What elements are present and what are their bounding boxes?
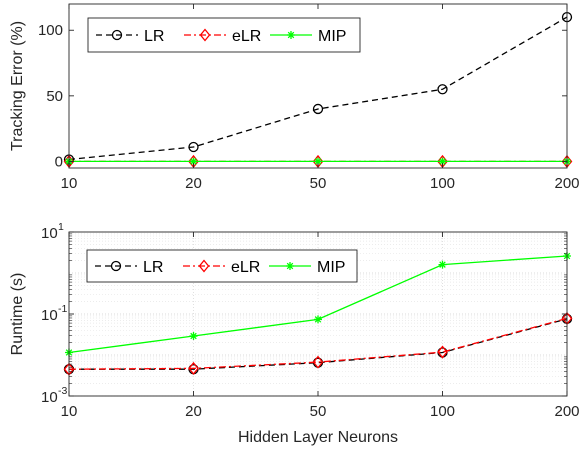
legend-item-lr: LR (96, 28, 164, 45)
x-tick-label: 10 (61, 175, 78, 192)
legend-marker (110, 260, 122, 272)
legend-marker (199, 28, 211, 42)
legend-marker (286, 262, 294, 270)
data-point-mip (189, 157, 198, 166)
y-tick-base: 10 (41, 225, 58, 242)
x-tick-label: 10 (61, 403, 78, 420)
legend-label: LR (143, 259, 163, 276)
x-tick-label: 50 (310, 175, 327, 192)
data-point-lr (437, 84, 448, 95)
legend-item-elr: eLR (183, 259, 260, 276)
y-tick-label: 10 1 (41, 221, 64, 242)
data-point-mip (438, 260, 447, 269)
x-tick-label: 20 (185, 403, 202, 420)
legend-marker (287, 31, 295, 39)
data-point-elr (188, 361, 199, 375)
y-tick-base: 10 (41, 389, 58, 406)
y-tick-base: 10 (41, 307, 58, 324)
legend-label: MIP (318, 28, 346, 45)
x-tick-label: 20 (185, 175, 202, 192)
legend: LR eLR MIP (86, 249, 358, 283)
y-axis-label: Runtime (s) (9, 273, 26, 356)
legend-marker (198, 259, 210, 273)
data-point-mip (314, 315, 322, 324)
legend-item-lr: LR (95, 259, 163, 276)
data-point-mip (189, 332, 198, 341)
y-tick-label: 50 (46, 88, 63, 105)
legend-label: LR (144, 28, 164, 45)
y-tick-exponent: 1 (58, 221, 64, 233)
legend-label: eLR (232, 28, 261, 45)
data-point-mip (314, 157, 322, 166)
x-axis-label: Hidden Layer Neurons (238, 429, 398, 446)
series-line-lr (68, 16, 568, 161)
y-tick-label: 10 -1 (41, 303, 67, 324)
tracking-error-panel: 10 20 50 100 200 0 50 100 Tracking Error (%) LR eL… (9, 3, 579, 192)
legend-marker (111, 29, 123, 41)
y-tick-label: 0 (55, 153, 63, 170)
data-point-mip (438, 157, 447, 166)
data-point-elr (312, 355, 324, 369)
y-tick-label: 100 (38, 22, 63, 39)
x-tick-label: 50 (310, 403, 327, 420)
y-tick-exponent: -3 (58, 385, 67, 397)
x-tick-label: 100 (430, 403, 455, 420)
legend-box (86, 249, 358, 283)
x-tick-label: 200 (554, 403, 579, 420)
legend-label: eLR (231, 259, 260, 276)
legend-item-elr: eLR (184, 28, 261, 45)
legend-item-mip: MIP (269, 259, 345, 276)
x-tick-label: 100 (430, 175, 455, 192)
data-point-lr (188, 141, 199, 153)
legend: LR eLR MIP (87, 17, 361, 53)
legend-item-mip: MIP (270, 28, 346, 45)
y-tick-exponent: -1 (58, 303, 67, 315)
x-tick-label: 200 (554, 175, 579, 192)
series-line-lr (69, 318, 568, 370)
data-point-lr (312, 103, 324, 115)
data-point-elr (437, 345, 448, 359)
legend-label: MIP (317, 259, 345, 276)
y-tick-label: 10 -3 (41, 385, 67, 406)
y-axis-label: Tracking Error (%) (9, 21, 26, 151)
